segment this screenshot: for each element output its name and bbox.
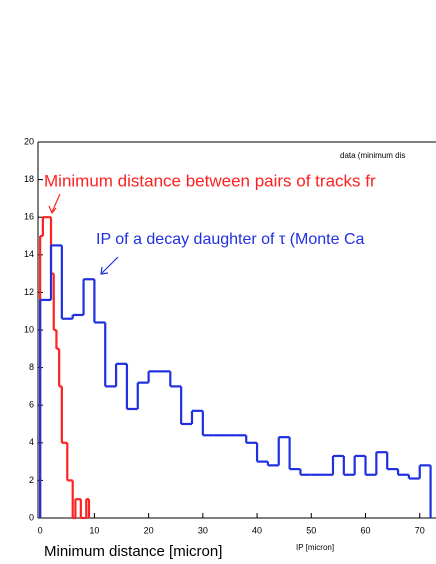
blue-arrow-head (100, 266, 109, 275)
y-tick-label: 20 (24, 136, 34, 146)
x-tick-label: 0 (38, 525, 43, 535)
y-tick-label: 8 (29, 362, 34, 372)
x-tick-label: 10 (89, 525, 99, 535)
blue-annotation: IP of a decay daughter of τ (Monte Ca (96, 231, 365, 248)
x-tick-label: 70 (415, 525, 425, 535)
y-tick-label: 10 (24, 324, 34, 334)
data-label: data (minimum dis (340, 151, 405, 160)
y-tick-label: 14 (24, 249, 34, 259)
blue-arrow (101, 256, 119, 274)
x-axis-title-large: Minimum distance [micron] (44, 543, 222, 560)
y-tick-label: 12 (24, 287, 34, 297)
y-tick-label: 18 (24, 174, 34, 184)
red-annotation: Minimum distance between pairs of tracks… (44, 171, 376, 190)
x-tick-label: 20 (144, 525, 154, 535)
y-tick-label: 2 (29, 475, 34, 485)
red-arrow-head (48, 205, 57, 215)
y-tick-label: 0 (29, 512, 34, 522)
y-tick-label: 6 (29, 400, 34, 410)
red-arrow (51, 193, 61, 213)
y-tick-label: 4 (29, 437, 34, 447)
x-tick-label: 50 (306, 525, 316, 535)
x-tick-label: 40 (252, 525, 262, 535)
x-tick-label: 30 (198, 525, 208, 535)
x-tick-label: 60 (361, 525, 371, 535)
y-tick-label: 16 (24, 212, 34, 222)
x-axis-title: IP [micron] (296, 543, 334, 552)
